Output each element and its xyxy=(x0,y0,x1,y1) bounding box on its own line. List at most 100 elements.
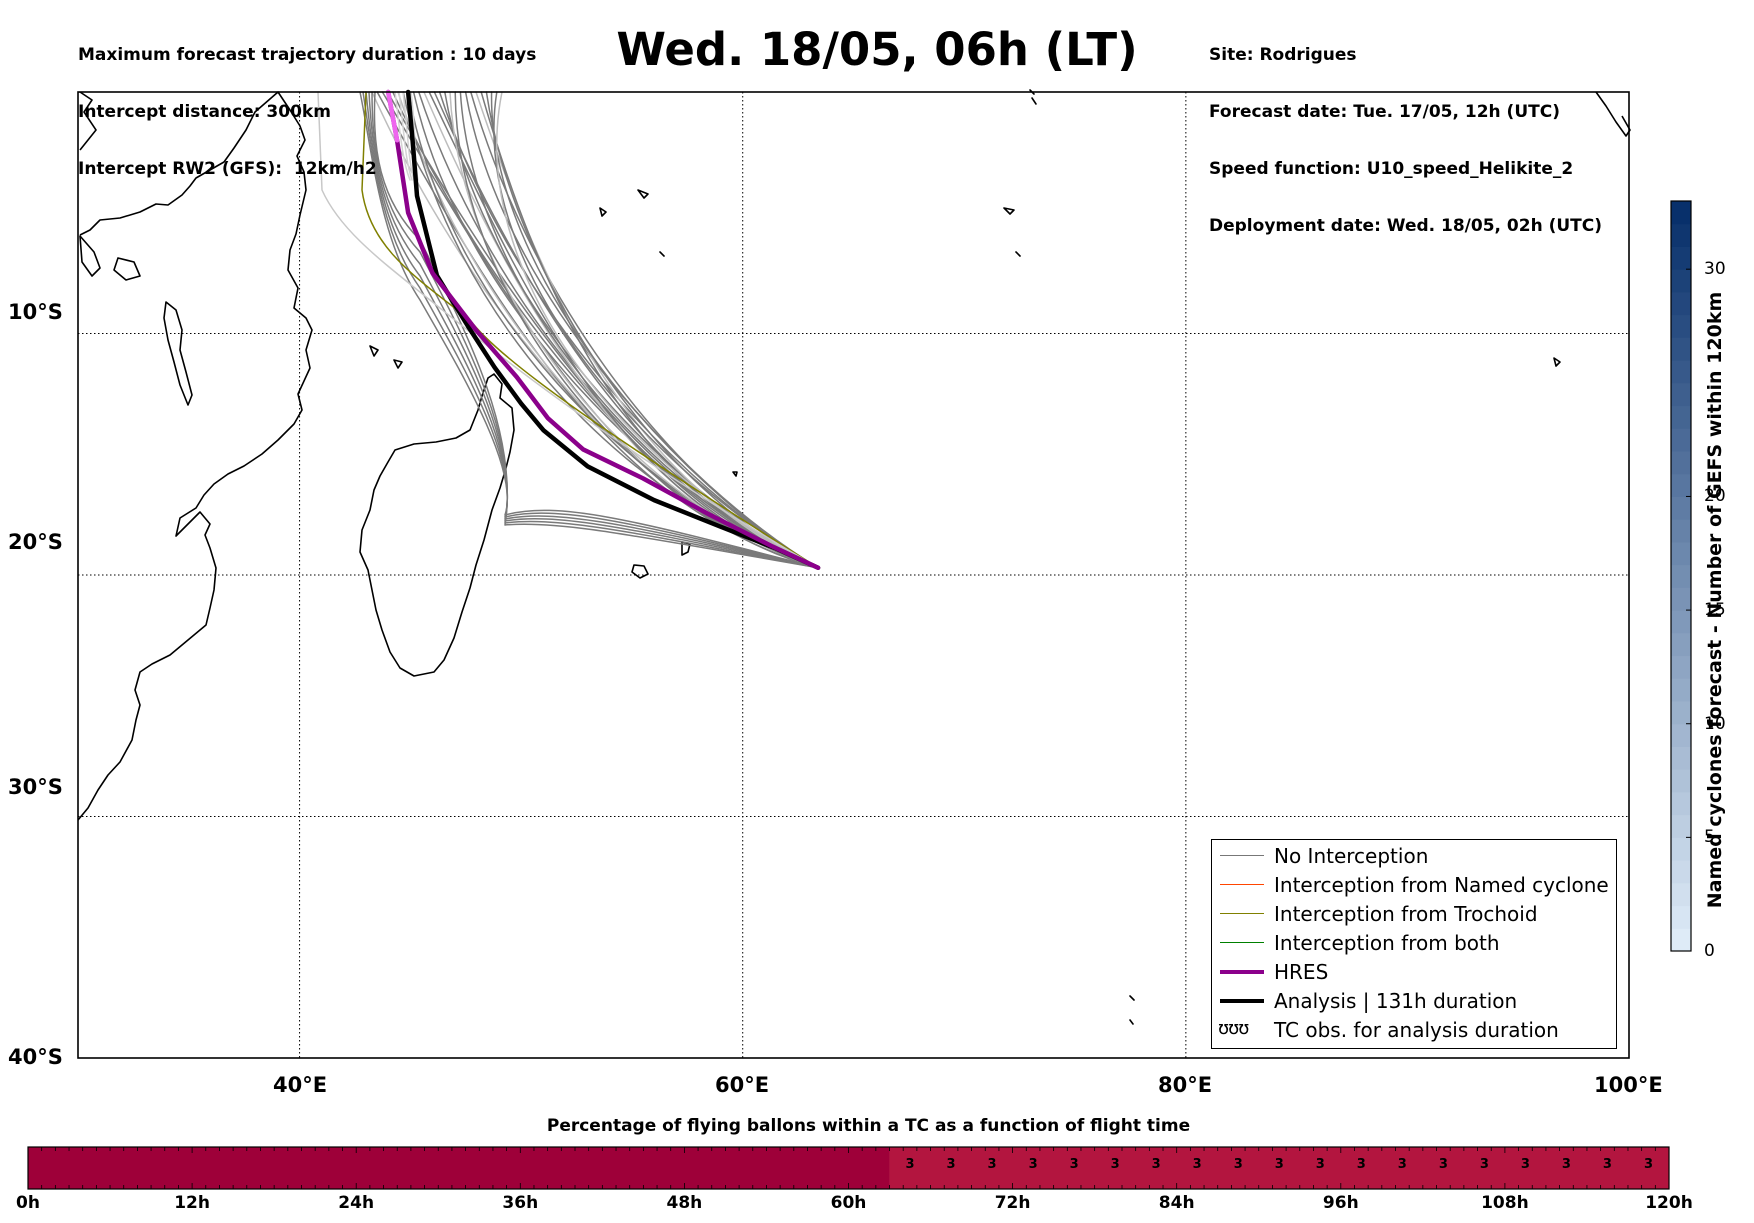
percentage-cell-value: 3 xyxy=(1438,1157,1448,1172)
lat-label: 40°S xyxy=(8,1045,63,1069)
map-legend: No Interception Interception from Named … xyxy=(1211,839,1617,1049)
colorbar-segment xyxy=(1671,496,1691,520)
coast-lake-victoria xyxy=(113,257,141,281)
ensemble-track xyxy=(402,91,415,181)
legend-swatch xyxy=(1220,884,1264,885)
coast-lake-tanganyika xyxy=(79,235,101,277)
colorbar-tick-label: 15 xyxy=(1704,600,1726,621)
colorbar-segment xyxy=(1671,655,1691,679)
colorbar-segment xyxy=(1671,405,1691,429)
colorbar-segment xyxy=(1671,541,1691,566)
coastlines xyxy=(77,89,1631,1025)
legend-item: Interception from Named cyclone xyxy=(1212,871,1616,900)
percentage-cell-value: 3 xyxy=(1520,1157,1530,1172)
legend-item: ʊʊʊ TC obs. for analysis duration xyxy=(1212,1016,1616,1045)
colorbar xyxy=(1670,200,1692,952)
percentage-bar-frame xyxy=(27,1146,1670,1190)
ensemble-track xyxy=(490,91,819,569)
header-left-line: Intercept distance: 300km xyxy=(78,102,331,122)
colorbar-segment xyxy=(1671,610,1691,634)
island-chagos xyxy=(1003,207,1021,257)
percentage-bar-tick-label: 84h xyxy=(1158,1193,1195,1213)
lon-label: 80°E xyxy=(1158,1073,1213,1097)
colorbar-segment xyxy=(1671,882,1691,907)
percentage-cell-value: 3 xyxy=(1274,1157,1284,1172)
legend-item: HRES xyxy=(1212,958,1616,987)
island-cocos xyxy=(1553,357,1561,367)
legend-swatch xyxy=(1220,855,1264,856)
percentage-zero-segment xyxy=(28,1147,890,1189)
colorbar-segment xyxy=(1671,905,1691,929)
percentage-cell-value: 3 xyxy=(1110,1157,1120,1172)
legend-item: Analysis | 131h duration xyxy=(1212,987,1616,1016)
legend-swatch xyxy=(1220,970,1264,974)
percentage-bar xyxy=(27,1146,1670,1190)
colorbar-segment xyxy=(1671,632,1691,657)
ensemble-track xyxy=(496,91,819,569)
colorbar-segment xyxy=(1671,723,1691,747)
colorbar-segment xyxy=(1671,519,1691,543)
header-left-info: Maximum forecast trajectory duration : 1… xyxy=(78,8,536,198)
header-right-info: Site: Rodrigues Forecast date: Tue. 17/0… xyxy=(1209,8,1602,255)
analysis-track xyxy=(405,89,821,571)
island-seychelles xyxy=(599,189,665,257)
hres-track xyxy=(385,89,821,571)
island-comoros xyxy=(369,345,403,369)
percentage-bar-tick-label: 60h xyxy=(830,1193,867,1213)
colorbar-segment xyxy=(1671,678,1691,702)
percentage-bar-tick-label: 108h xyxy=(1481,1193,1529,1213)
colorbar-segment xyxy=(1671,269,1691,293)
chart-series xyxy=(385,89,821,571)
percentage-bar-tick-label: 12h xyxy=(174,1193,210,1213)
percentage-bar-tick-label: 96h xyxy=(1322,1193,1359,1213)
percentage-cell-value: 3 xyxy=(1315,1157,1325,1172)
legend-label: Interception from both xyxy=(1274,931,1500,955)
tc-symbol-icon: ʊʊʊ xyxy=(1218,1018,1249,1039)
colorbar-tick-label: 10 xyxy=(1704,713,1726,734)
colorbar-segment xyxy=(1671,314,1691,338)
colorbar-segment xyxy=(1671,564,1691,588)
percentage-bar-title: Percentage of flying ballons within a TC… xyxy=(546,1116,1191,1136)
colorbar-segment xyxy=(1671,337,1691,361)
legend-label: Interception from Named cyclone xyxy=(1274,873,1609,897)
island-mauritius xyxy=(631,564,649,579)
percentage-cell-value: 3 xyxy=(905,1157,915,1172)
ensemble-track xyxy=(368,91,819,569)
colorbar-segment xyxy=(1671,837,1691,861)
legend-item: No Interception xyxy=(1212,842,1616,871)
lat-label: 30°S xyxy=(8,775,63,799)
map-grid xyxy=(78,92,1629,1058)
legend-label: No Interception xyxy=(1274,844,1429,868)
percentage-cell-value: 3 xyxy=(1602,1157,1612,1172)
lon-label: 100°E xyxy=(1594,1073,1663,1097)
colorbar-segment xyxy=(1671,291,1691,316)
percentage-nonzero-segment xyxy=(889,1147,1669,1189)
colorbar-segment xyxy=(1671,928,1691,952)
colorbar-tick-label: 5 xyxy=(1704,827,1715,848)
percentage-cell-value: 3 xyxy=(1233,1157,1243,1172)
header-right-line: Forecast date: Tue. 17/05, 12h (UTC) xyxy=(1209,102,1560,122)
colorbar-segment xyxy=(1671,860,1691,884)
lat-label: 10°S xyxy=(8,300,63,324)
percentage-cell-value: 3 xyxy=(987,1157,997,1172)
colorbar-tick-label: 30 xyxy=(1704,259,1726,280)
colorbar-segment xyxy=(1671,701,1691,725)
header-right-line: Deployment date: Wed. 18/05, 02h (UTC) xyxy=(1209,216,1603,236)
colorbar-segment xyxy=(1671,451,1691,475)
percentage-cell-value: 3 xyxy=(1643,1157,1654,1172)
percentage-bar-tick-label: 24h xyxy=(338,1193,375,1213)
ensemble-track xyxy=(373,91,819,569)
percentage-cell-value: 3 xyxy=(1397,1157,1407,1172)
colorbar-segment xyxy=(1671,246,1691,270)
lon-label: 40°E xyxy=(273,1073,328,1097)
ensemble-track xyxy=(317,91,819,569)
coast-africa xyxy=(77,91,313,821)
header-right-line: Speed function: U10_speed_Helikite_2 xyxy=(1209,159,1574,179)
percentage-cell-value: 3 xyxy=(1561,1157,1571,1172)
colorbar-segment xyxy=(1671,587,1691,611)
colorbar-segment xyxy=(1671,814,1691,838)
lon-label: 60°E xyxy=(715,1073,770,1097)
percentage-cell-value: 3 xyxy=(946,1157,956,1172)
island-amsterdam xyxy=(1129,995,1135,1025)
